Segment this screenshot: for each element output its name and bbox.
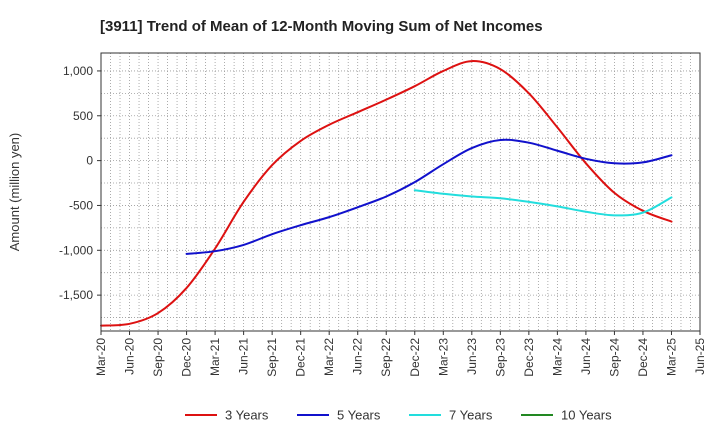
x-tick-label: Sep-20 (151, 338, 165, 377)
x-tick-label: Mar-20 (94, 338, 108, 376)
x-tick-label: Mar-23 (436, 338, 450, 376)
x-tick-label: Dec-21 (294, 338, 308, 377)
y-tick-label: -1,500 (59, 288, 93, 302)
x-tick-label: Jun-23 (465, 338, 479, 375)
legend-label-10-years: 10 Years (561, 408, 612, 423)
x-tick-label: Mar-22 (322, 338, 336, 376)
series-lines (100, 60, 673, 327)
x-tick-label: Jun-20 (123, 338, 137, 375)
x-tick-label: Jun-22 (351, 338, 365, 375)
y-tick-label: -1,000 (59, 243, 93, 257)
series-line-7-years (413, 189, 673, 217)
x-tick-label: Dec-20 (180, 338, 194, 377)
x-tick-label: Dec-22 (408, 338, 422, 377)
plot-area (101, 53, 700, 331)
x-tick-label: Jun-21 (237, 338, 251, 375)
series-line-3-years (100, 60, 673, 327)
x-axis-ticks: Mar-20 Jun-20 Sep-20 Dec-20 Mar-21 Jun-21 Sep-… (94, 331, 707, 377)
plot-border (100, 52, 701, 332)
y-axis-ticks: 1,000 500 0 -500 -1,000 -1,500 (59, 64, 101, 302)
legend-label-7-years: 7 Years (449, 408, 493, 423)
x-tick-label: Sep-22 (379, 338, 393, 377)
chart-title: [3911] Trend of Mean of 12-Month Moving … (100, 18, 543, 35)
x-tick-label: Dec-23 (522, 338, 536, 377)
x-tick-label: Mar-25 (664, 338, 678, 376)
y-tick-label: 0 (86, 154, 93, 168)
legend: 3 Years 5 Years 7 Years 10 Years (185, 408, 612, 423)
y-tick-label: -500 (69, 198, 93, 212)
series-line-5-years (185, 138, 673, 255)
legend-label-3-years: 3 Years (225, 408, 269, 423)
y-tick-label: 1,000 (63, 64, 93, 78)
x-tick-label: Dec-24 (636, 338, 650, 377)
x-tick-label: Mar-21 (208, 338, 222, 376)
x-tick-label: Sep-21 (265, 338, 279, 377)
x-tick-label: Jun-25 (693, 338, 707, 375)
y-axis-label: Amount (million yen) (7, 133, 22, 252)
x-tick-label: Sep-23 (493, 338, 507, 377)
x-tick-label: Sep-24 (607, 338, 621, 377)
legend-label-5-years: 5 Years (337, 408, 381, 423)
x-tick-label: Mar-24 (550, 338, 564, 376)
x-tick-label: Jun-24 (579, 338, 593, 375)
y-tick-label: 500 (73, 109, 93, 123)
